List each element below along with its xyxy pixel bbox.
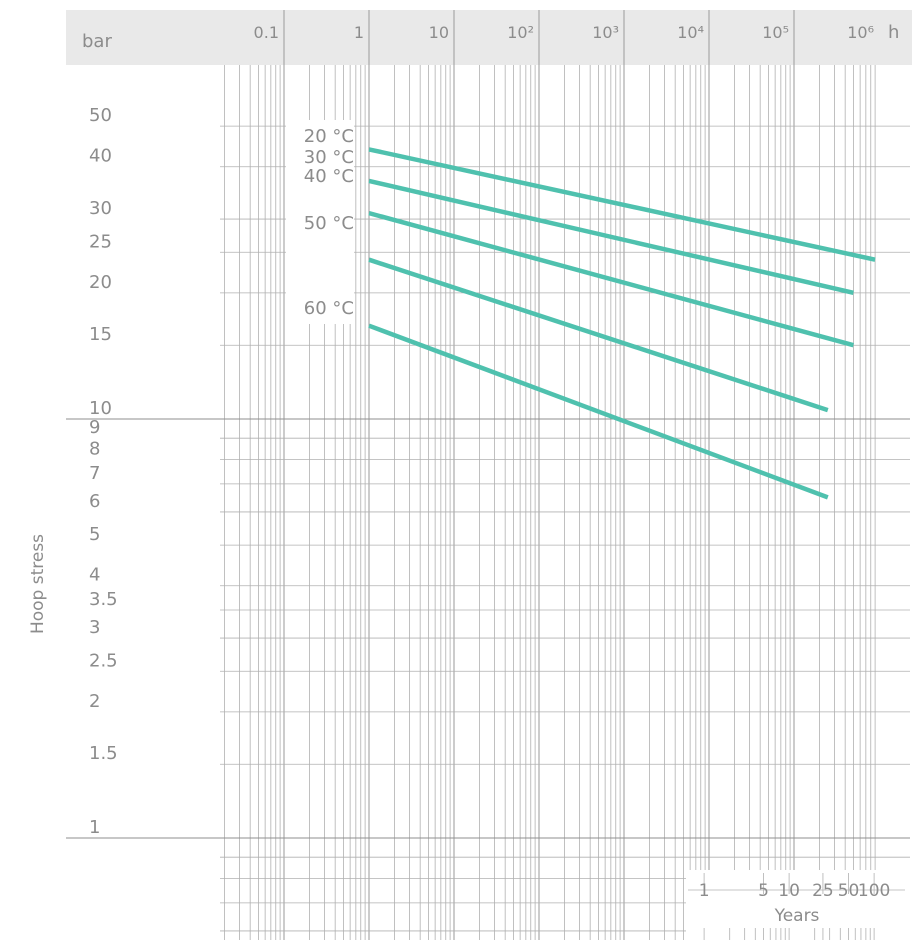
y-tick-label: 3 xyxy=(89,617,100,638)
grid xyxy=(66,10,910,940)
series-label-background xyxy=(286,120,354,324)
y-tick-label: 10 xyxy=(89,398,112,419)
series-labels: 20 °C30 °C40 °C 50 °C 60 °C xyxy=(304,126,354,319)
series-line xyxy=(368,323,829,500)
series-label: 30 °C xyxy=(304,147,354,168)
years-tick-label: 5 xyxy=(758,881,769,901)
y-tick-label: 3.5 xyxy=(89,589,118,610)
y-tick-label: 2 xyxy=(89,691,100,712)
series-label: 60 °C xyxy=(304,298,354,319)
years-tick-label: 50 xyxy=(838,881,860,901)
x-axis-header-band xyxy=(66,10,912,65)
series-line xyxy=(368,178,854,296)
series-line xyxy=(368,147,876,262)
x-tick-label: 10⁵ xyxy=(762,23,789,42)
series-lines xyxy=(368,147,876,500)
y-tick-label: 40 xyxy=(89,146,112,167)
series-label: 20 °C xyxy=(304,126,354,147)
series-label-backdrop xyxy=(286,120,354,324)
x-tick-label: 10² xyxy=(507,23,534,42)
x-tick-label: 0.1 xyxy=(254,23,279,42)
years-tick-label: 1 xyxy=(699,881,710,901)
y-tick-label: 30 xyxy=(89,198,112,219)
x-axis-tick-labels: 0.1 1 10 10² 10³ 10⁴ 10⁵ 10⁶ xyxy=(254,23,874,42)
years-axis-label: Years xyxy=(774,906,820,926)
y-tick-label: 15 xyxy=(89,324,112,345)
y-tick-label: 2.5 xyxy=(89,650,118,671)
years-tick-label: 100 xyxy=(858,881,890,901)
y-axis-title: Hoop stress xyxy=(28,534,48,634)
y-tick-label: 6 xyxy=(89,491,100,512)
y-tick-label: 9 xyxy=(89,417,100,438)
y-tick-label: 7 xyxy=(89,463,100,484)
x-tick-label: 1 xyxy=(354,23,364,42)
years-tick-label: 10 xyxy=(778,881,800,901)
y-tick-label: 20 xyxy=(89,272,112,293)
years-tick-label: 25 xyxy=(812,881,834,901)
series-label: 40 °C xyxy=(304,166,354,187)
series-line xyxy=(368,210,855,348)
x-tick-label: 10 xyxy=(429,23,449,42)
y-tick-label: 50 xyxy=(89,105,112,126)
series-label: 50 °C xyxy=(304,213,354,234)
x-tick-label: 10⁶ xyxy=(847,23,874,42)
y-tick-label: 8 xyxy=(89,439,100,460)
y-tick-label: 5 xyxy=(89,524,100,545)
x-tick-label: 10⁴ xyxy=(677,23,704,42)
series-line xyxy=(368,257,829,413)
x-axis-unit: h xyxy=(888,22,899,43)
y-tick-label: 1 xyxy=(89,817,100,838)
x-tick-label: 10³ xyxy=(592,23,619,42)
y-axis-unit: bar xyxy=(82,31,112,52)
y-tick-label: 4 xyxy=(89,565,100,586)
y-tick-label: 1.5 xyxy=(89,743,118,764)
y-tick-label: 25 xyxy=(89,231,112,252)
